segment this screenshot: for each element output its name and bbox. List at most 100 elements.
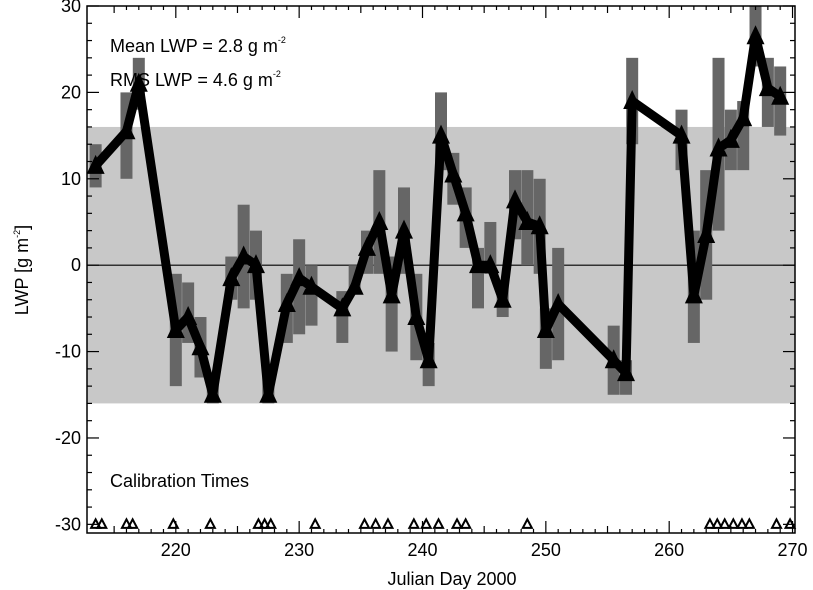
calibration-marker xyxy=(459,517,472,529)
calibration-marker xyxy=(309,517,322,529)
rms-lwp-sup: -2 xyxy=(273,69,281,79)
y-tick-label: 10 xyxy=(61,169,81,189)
data-point-marker xyxy=(432,124,450,144)
calibration-marker xyxy=(381,517,395,529)
data-point-marker xyxy=(203,383,222,403)
y-axis-title-tail: ] xyxy=(12,225,32,230)
data-point-marker xyxy=(469,254,488,274)
data-point-marker xyxy=(697,223,716,243)
y-tick-label: -20 xyxy=(55,428,81,448)
y-axis-title: LWP [g m-2] xyxy=(12,225,32,315)
calibration-marker xyxy=(521,517,534,529)
data-point-marker xyxy=(234,245,253,265)
mean-lwp-sup: -2 xyxy=(278,35,286,45)
data-point-marker xyxy=(734,107,753,127)
calibration-marker xyxy=(252,517,265,529)
calibration-marker xyxy=(770,517,783,529)
mean-lwp-text: Mean LWP = 2.8 g m xyxy=(110,36,278,56)
data-point-marker xyxy=(333,297,352,317)
y-tick-label: 30 xyxy=(61,0,81,16)
data-point-marker xyxy=(129,72,148,92)
data-point-marker xyxy=(86,154,105,174)
rms-lwp-text: RMS LWP = 4.6 g m xyxy=(110,70,273,90)
data-point-marker xyxy=(456,202,475,222)
data-point-marker xyxy=(179,306,198,326)
calibration-marker xyxy=(718,517,731,529)
data-point-marker xyxy=(536,318,555,338)
data-point-marker xyxy=(277,293,296,313)
calibration-marker xyxy=(450,517,464,529)
data-point-marker xyxy=(771,85,790,105)
data-point-marker xyxy=(222,267,241,287)
data-point-marker xyxy=(166,318,185,338)
data-point-marker xyxy=(623,90,642,110)
calibration-marker xyxy=(126,517,139,529)
calibration-marker xyxy=(89,517,102,529)
data-point-marker xyxy=(394,219,413,239)
calibration-marker xyxy=(120,517,133,529)
annotations: Mean LWP = 2.8 g m-2 RMS LWP = 4.6 g m-2… xyxy=(110,35,286,491)
data-point-marker xyxy=(672,124,691,144)
calibration-marker xyxy=(264,517,277,529)
calibration-marker xyxy=(420,517,433,529)
data-point-marker xyxy=(444,163,463,183)
rms-lwp-annotation: RMS LWP = 4.6 g m-2 xyxy=(110,69,281,90)
data-point-marker xyxy=(684,284,703,304)
calibration-marker xyxy=(703,517,717,529)
y-tick-label: 0 xyxy=(71,255,81,275)
plot-frame xyxy=(86,5,796,534)
data-point-marker xyxy=(345,275,364,295)
x-tick-label: 260 xyxy=(654,540,684,560)
mean-lwp-annotation: Mean LWP = 2.8 g m-2 xyxy=(110,35,286,56)
calibration-marker xyxy=(258,517,271,529)
calibration-marker xyxy=(727,517,740,529)
y-tick-label: 20 xyxy=(61,82,81,102)
error-bar xyxy=(305,265,318,326)
x-axis-title: Julian Day 2000 xyxy=(387,569,516,589)
data-point-marker xyxy=(407,306,426,326)
x-tick-label: 270 xyxy=(778,540,808,560)
data-point-marker xyxy=(709,137,728,157)
plot-area xyxy=(86,6,797,529)
data-point-marker xyxy=(246,254,265,274)
data-point-marker xyxy=(357,236,376,256)
y-tick-label: -10 xyxy=(55,342,81,362)
calibration-marker xyxy=(95,517,108,529)
calibration-marker xyxy=(204,517,217,529)
data-point-marker xyxy=(302,275,321,295)
data-point-marker xyxy=(382,284,401,304)
data-point-marker xyxy=(506,189,525,209)
calibration-marker xyxy=(735,517,749,529)
calibration-times-label: Calibration Times xyxy=(110,471,249,491)
data-point-marker xyxy=(481,254,500,274)
data-point-marker xyxy=(549,293,568,313)
data-point-marker xyxy=(493,288,512,308)
calibration-marker xyxy=(369,517,382,529)
x-tick-label: 250 xyxy=(531,540,561,560)
y-tick-label: -30 xyxy=(55,514,81,534)
calibration-marker xyxy=(711,517,724,529)
data-point-marker xyxy=(419,349,438,369)
data-point-marker xyxy=(721,128,740,148)
calibration-marker xyxy=(743,517,756,529)
data-point-marker xyxy=(370,210,389,230)
data-point-marker xyxy=(604,349,623,369)
axes: 220 230 240 250 260 270 -30 -20 -10 0 10 20 30 xyxy=(55,0,808,560)
x-tick-label: 240 xyxy=(407,540,437,560)
data-point-marker xyxy=(530,215,549,235)
data-point-marker xyxy=(518,210,537,230)
calibration-marker xyxy=(432,517,445,529)
y-axis-title-main: LWP [g m xyxy=(12,238,32,315)
data-point-marker xyxy=(191,336,210,356)
x-tick-label: 230 xyxy=(284,540,314,560)
data-point-marker xyxy=(746,25,765,45)
y-axis-title-sup: -2 xyxy=(12,230,22,238)
x-tick-label: 220 xyxy=(161,540,191,560)
data-point-marker xyxy=(259,383,278,403)
data-point-marker xyxy=(290,267,309,287)
data-point-marker xyxy=(617,362,636,382)
calibration-marker xyxy=(358,517,371,529)
calibration-marker xyxy=(407,517,421,529)
data-point-marker xyxy=(758,77,777,97)
